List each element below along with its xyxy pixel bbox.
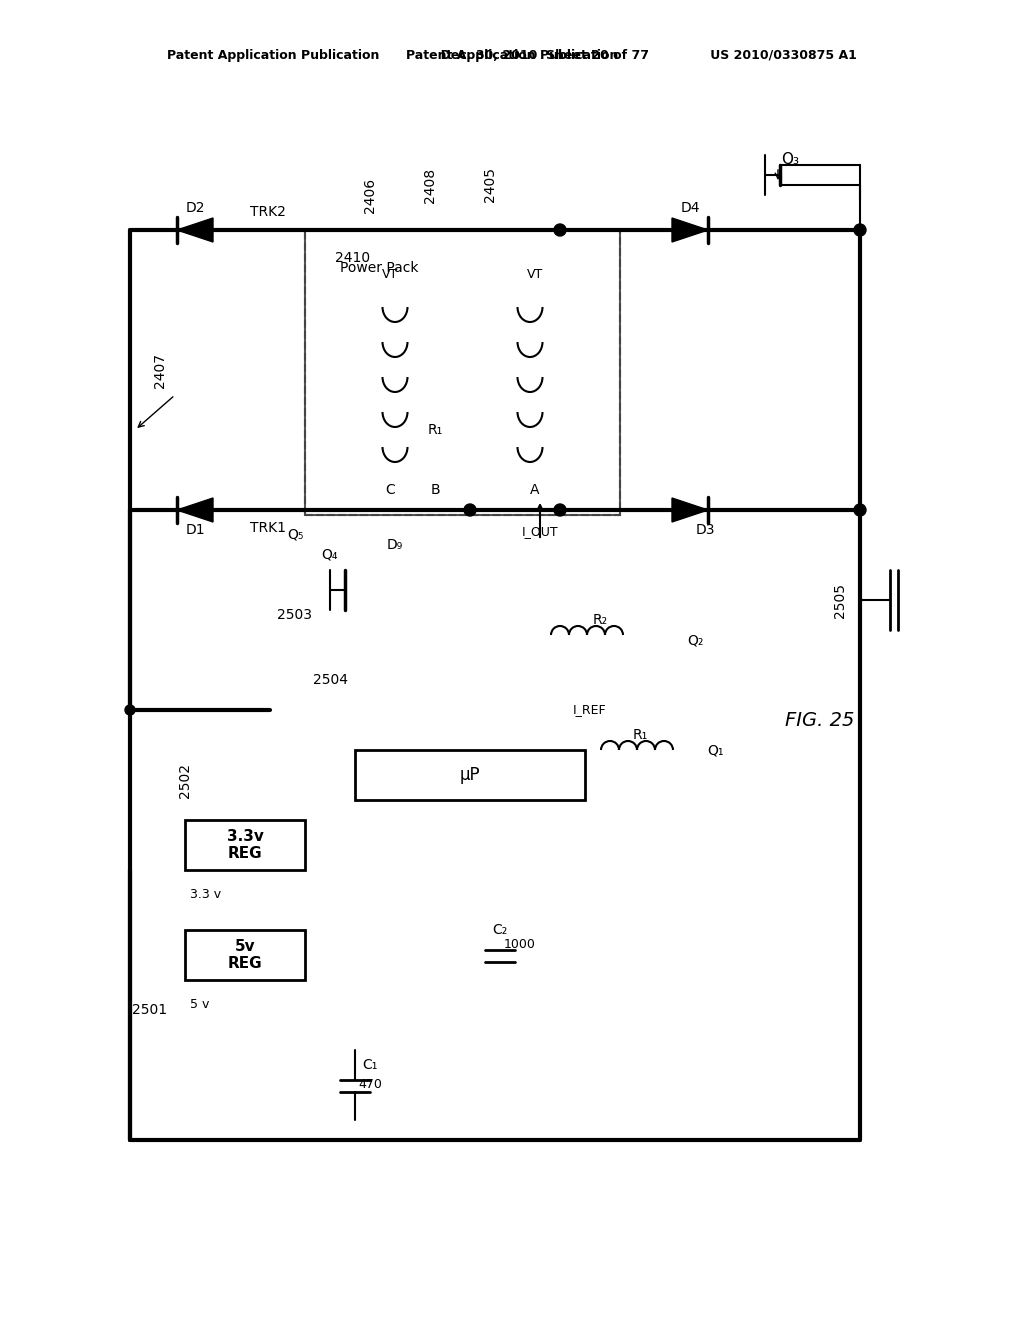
- Text: I_REF: I_REF: [573, 704, 607, 717]
- Text: D₉: D₉: [387, 539, 403, 552]
- Text: 2406: 2406: [362, 177, 377, 213]
- Text: 2407: 2407: [153, 352, 167, 388]
- Text: 2502: 2502: [178, 763, 193, 797]
- Text: R₁: R₁: [633, 729, 647, 742]
- Text: Q₄: Q₄: [322, 548, 338, 562]
- Text: 1000: 1000: [504, 939, 536, 952]
- Polygon shape: [177, 218, 213, 242]
- Text: D2: D2: [185, 201, 205, 215]
- Bar: [185, 931, 305, 979]
- Bar: [185, 820, 305, 870]
- Text: 2504: 2504: [312, 673, 347, 686]
- Circle shape: [854, 224, 866, 236]
- Text: 5 v: 5 v: [190, 998, 209, 1011]
- Text: Q₅: Q₅: [287, 528, 303, 543]
- Text: C₂: C₂: [493, 923, 508, 937]
- Text: Patent Application Publication: Patent Application Publication: [406, 49, 618, 62]
- Circle shape: [464, 504, 476, 516]
- Text: Q₁: Q₁: [707, 743, 723, 756]
- Bar: [305, 230, 620, 515]
- Text: Power Pack: Power Pack: [340, 261, 419, 275]
- Text: 2505: 2505: [833, 582, 847, 618]
- Text: R₂: R₂: [593, 612, 607, 627]
- Text: 5v
REG: 5v REG: [227, 939, 262, 972]
- Text: Q₃: Q₃: [781, 153, 799, 168]
- Text: I_OUT: I_OUT: [521, 525, 558, 539]
- Bar: [305, 230, 620, 515]
- Text: B: B: [430, 483, 440, 498]
- Text: µP: µP: [460, 766, 480, 784]
- Polygon shape: [177, 498, 213, 521]
- Circle shape: [554, 504, 566, 516]
- Text: R₁: R₁: [427, 422, 442, 437]
- Polygon shape: [672, 218, 708, 242]
- Text: Patent Application Publication              Dec. 30, 2010  Sheet 20 of 77       : Patent Application Publication Dec. 30, …: [167, 49, 857, 62]
- Text: 3.3 v: 3.3 v: [190, 888, 221, 902]
- Text: 470: 470: [358, 1078, 382, 1092]
- Circle shape: [554, 224, 566, 236]
- Text: D1: D1: [185, 523, 205, 537]
- Text: VT: VT: [527, 268, 543, 281]
- Text: TRK2: TRK2: [250, 205, 286, 219]
- Text: A: A: [530, 483, 540, 498]
- Text: TRK1: TRK1: [250, 521, 286, 535]
- Text: Q₂: Q₂: [687, 634, 703, 647]
- Text: C₁: C₁: [362, 1059, 378, 1072]
- Text: D4: D4: [680, 201, 699, 215]
- Bar: [355, 750, 585, 800]
- Circle shape: [854, 504, 866, 516]
- Text: VT: VT: [382, 268, 398, 281]
- Text: 2503: 2503: [278, 609, 312, 622]
- Circle shape: [125, 705, 135, 715]
- Text: FIG. 25: FIG. 25: [785, 710, 855, 730]
- Polygon shape: [672, 498, 708, 521]
- Text: C: C: [385, 483, 395, 498]
- Text: 2405: 2405: [483, 168, 497, 202]
- Text: 2408: 2408: [423, 168, 437, 202]
- Text: 2501: 2501: [132, 1003, 168, 1016]
- Text: D3: D3: [695, 523, 715, 537]
- Text: 2410: 2410: [335, 251, 370, 265]
- Text: 3.3v
REG: 3.3v REG: [226, 829, 263, 861]
